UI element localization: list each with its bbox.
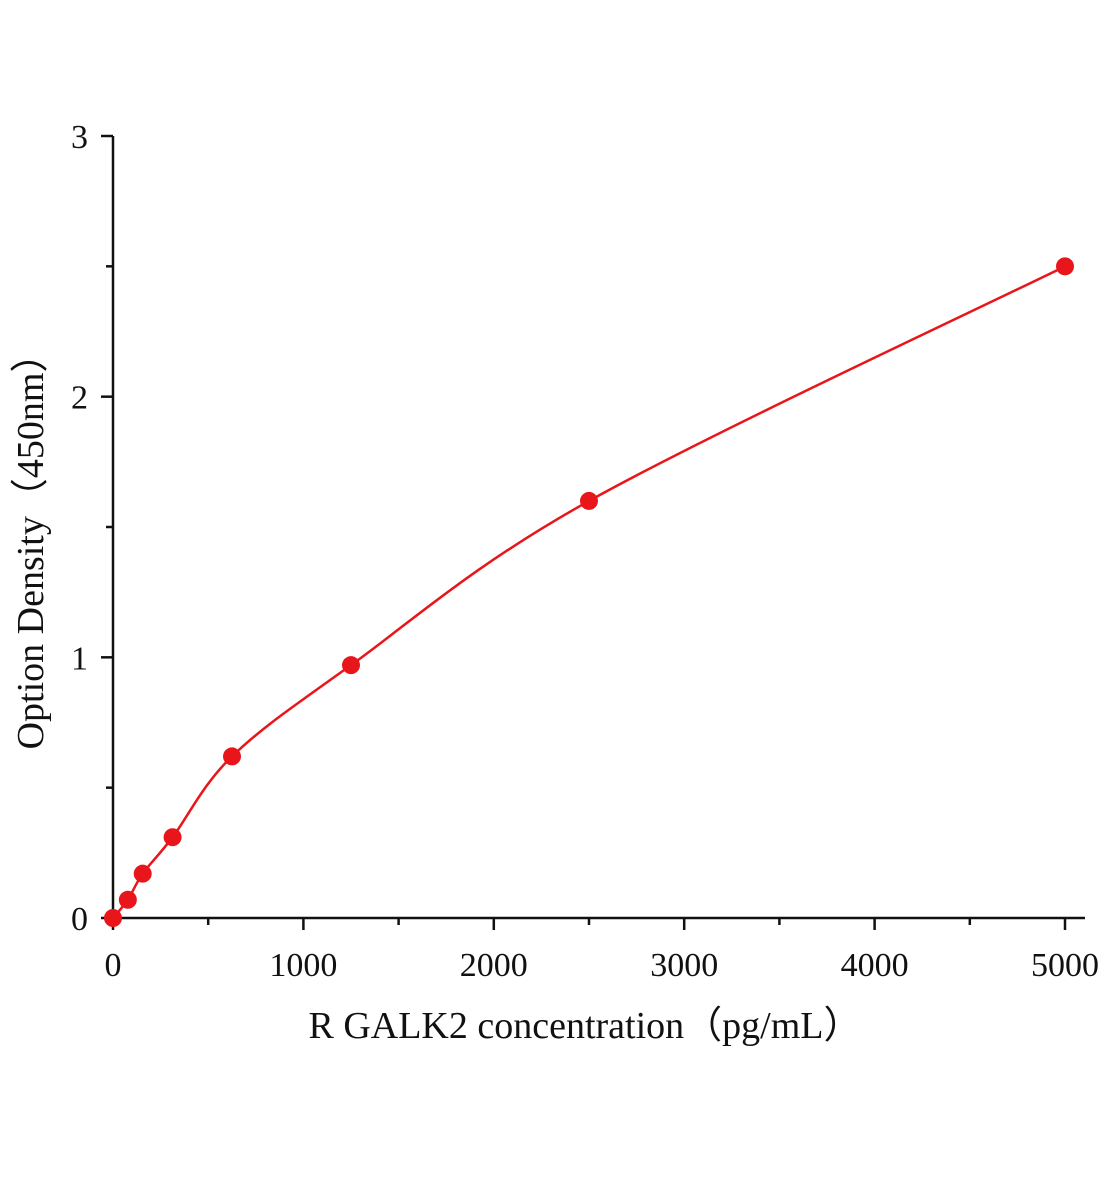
y-tick-label: 2 xyxy=(71,380,88,417)
fit-curve xyxy=(112,265,1066,919)
data-point xyxy=(580,491,598,510)
axis-ticks xyxy=(101,134,1067,930)
data-point xyxy=(163,828,182,847)
axes xyxy=(111,136,1085,920)
data-point xyxy=(104,909,122,927)
data-point xyxy=(223,747,241,766)
data-point xyxy=(1056,257,1074,276)
y-tick-label: 1 xyxy=(71,640,88,677)
x-tick-label: 2000 xyxy=(460,947,528,984)
x-tick-label: 0 xyxy=(105,947,122,984)
x-axis-title: R GALK2 concentration（pg/mL） xyxy=(308,1005,861,1047)
axis-tick-labels: 0 1000 2000 3000 4000 5000 0 1 2 3 xyxy=(71,119,1099,984)
data-point xyxy=(118,890,137,909)
x-tick-label: 1000 xyxy=(269,947,337,984)
data-point xyxy=(133,864,152,883)
y-tick-label: 0 xyxy=(71,901,88,938)
data-point xyxy=(342,656,360,675)
x-tick-label: 5000 xyxy=(1031,947,1099,984)
x-tick-label: 3000 xyxy=(650,947,718,984)
data-points xyxy=(104,257,1074,927)
y-tick-label: 3 xyxy=(71,119,88,156)
y-axis-title: Option Density（450nm） xyxy=(10,335,52,750)
x-tick-label: 4000 xyxy=(841,947,909,984)
